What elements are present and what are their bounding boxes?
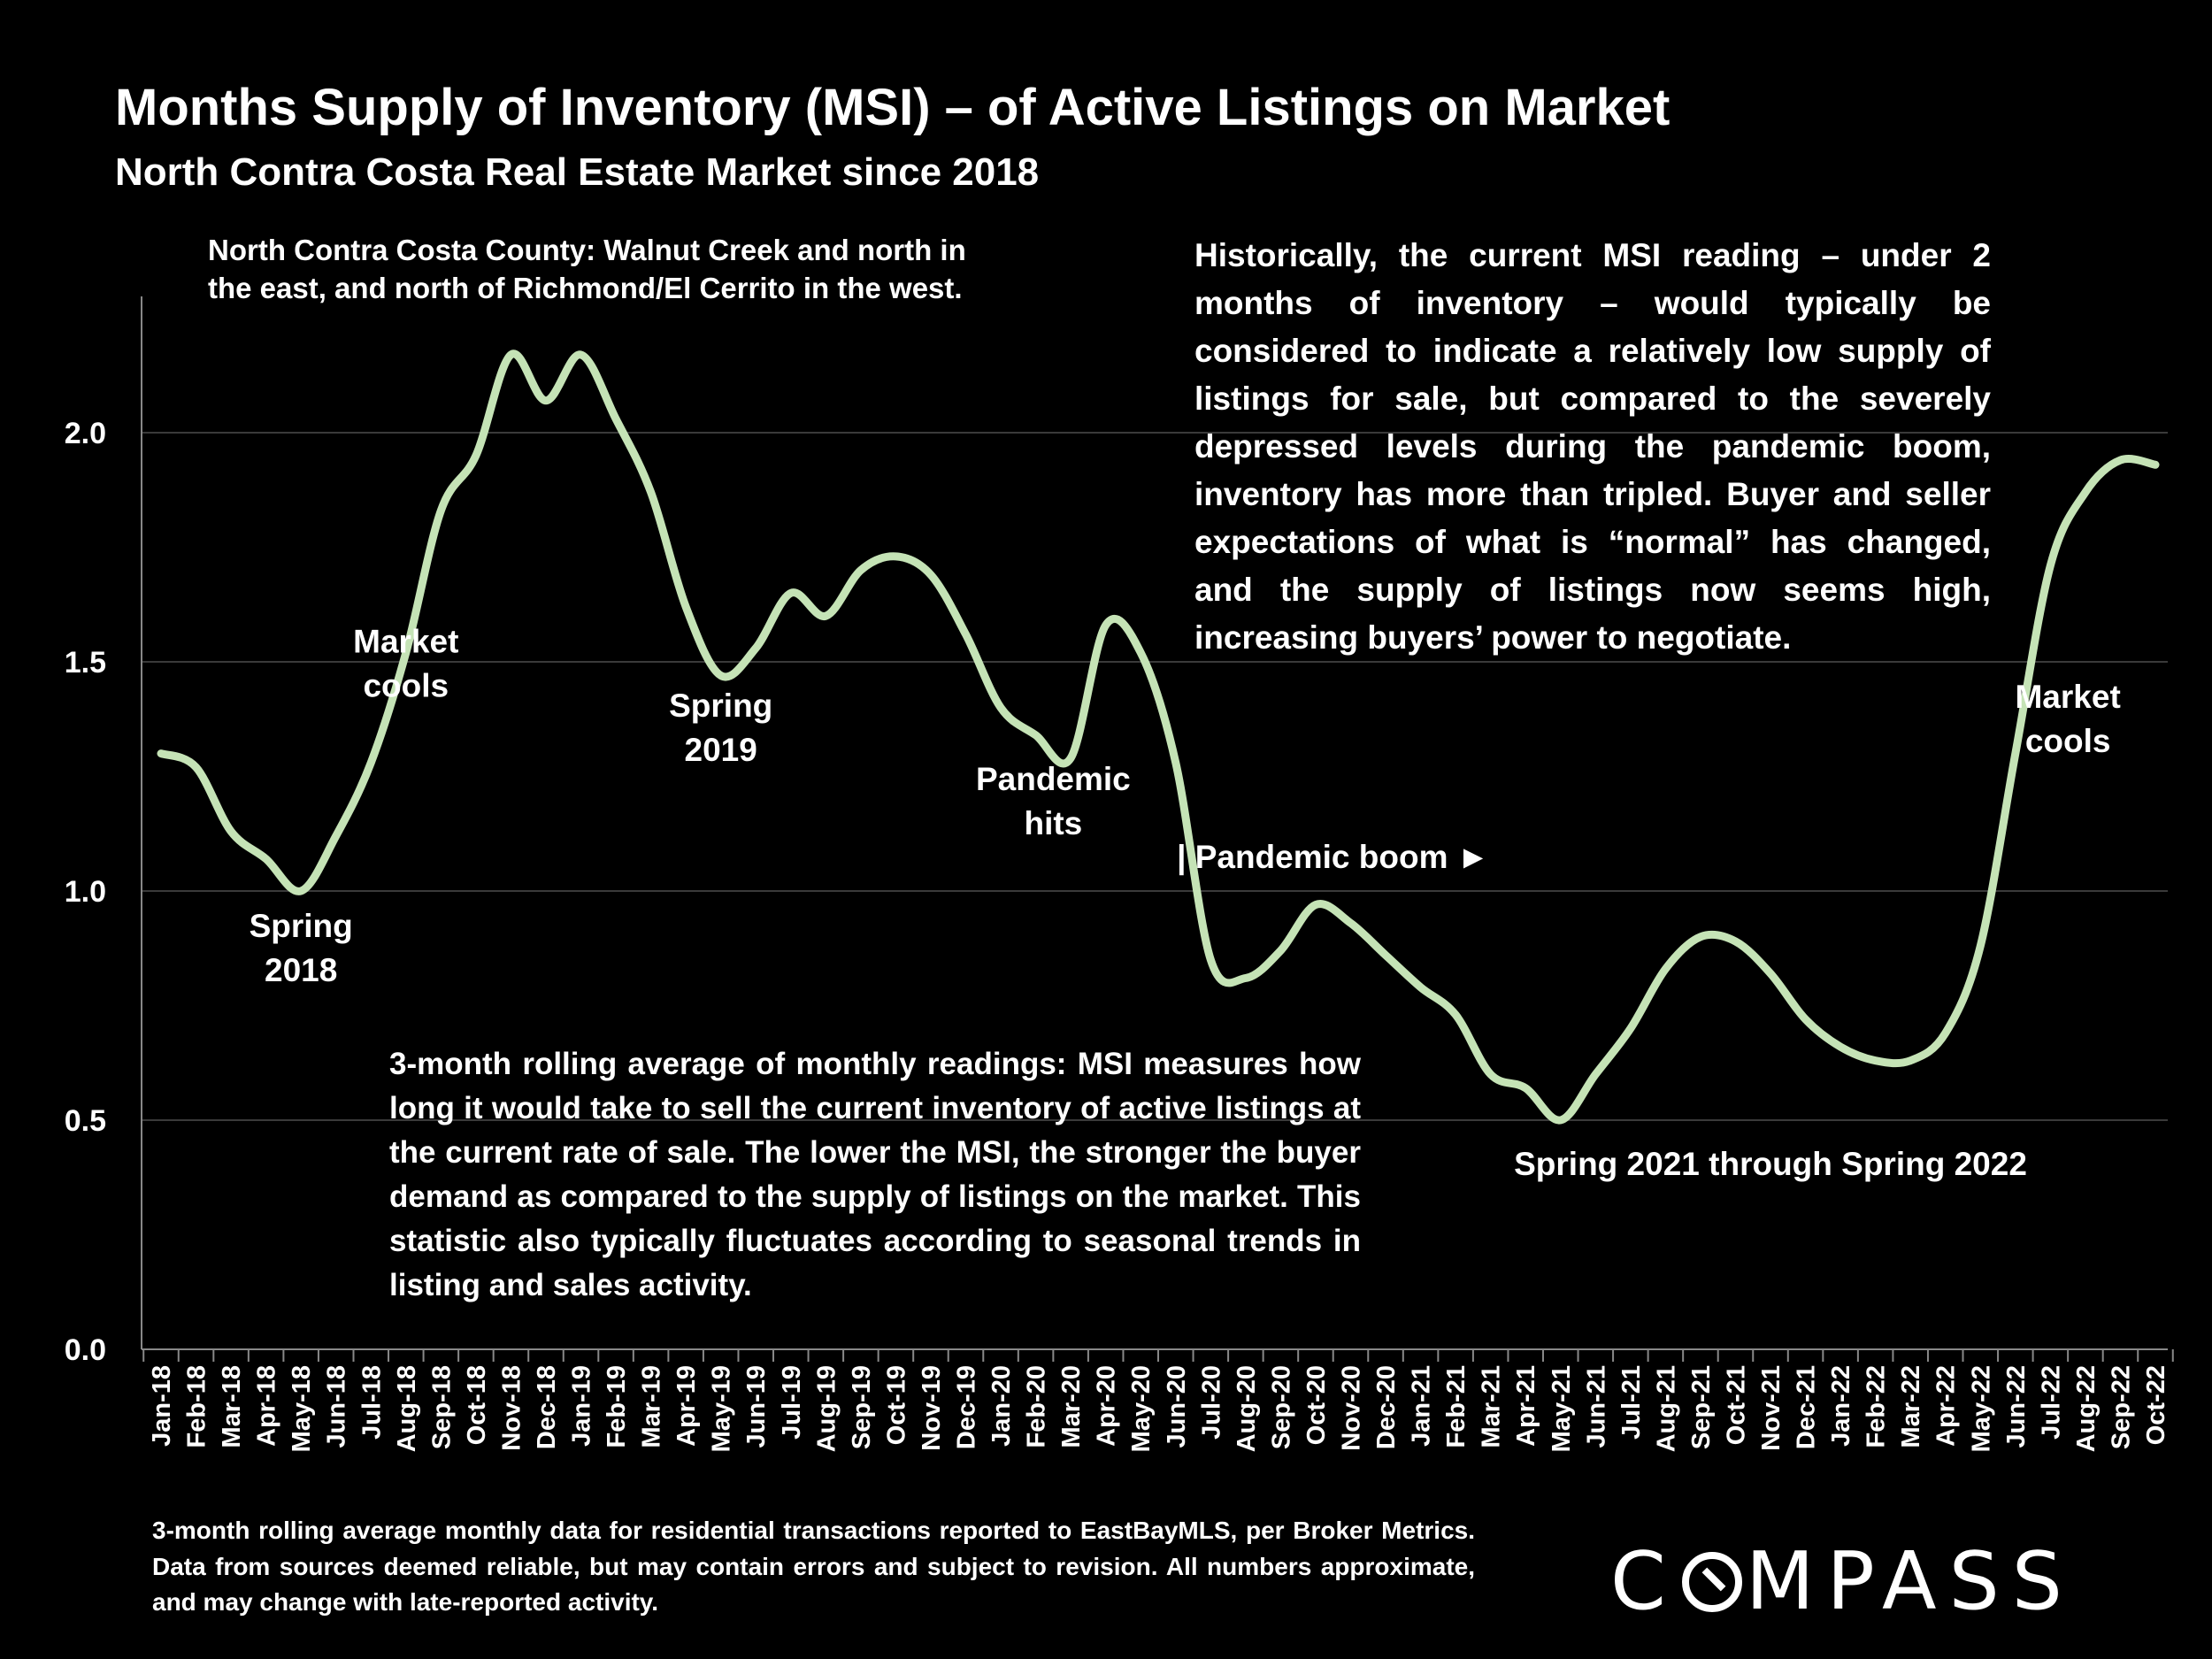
chart-annotation: cools xyxy=(363,668,449,704)
x-tick-label: Sep-20 xyxy=(1267,1365,1295,1449)
x-tick-label: Apr-19 xyxy=(672,1365,701,1447)
x-tick-label: Feb-20 xyxy=(1023,1365,1051,1448)
x-tick-label: Jun-19 xyxy=(742,1365,771,1448)
region-note: North Contra Costa County: Walnut Creek … xyxy=(208,234,966,304)
x-tick-label: Aug-20 xyxy=(1233,1365,1261,1452)
chart-annotation: Market xyxy=(353,624,458,660)
x-tick-label: Oct-22 xyxy=(2142,1365,2170,1445)
chart-annotation: Spring xyxy=(669,687,772,724)
x-tick-label: Oct-21 xyxy=(1722,1365,1750,1445)
chart-annotation: cools xyxy=(2025,723,2111,759)
x-tick-label: Nov-18 xyxy=(497,1365,526,1451)
x-tick-label: Dec-19 xyxy=(953,1365,981,1449)
x-tick-label: Mar-18 xyxy=(218,1365,246,1448)
chart-annotation: Spring xyxy=(250,908,353,944)
x-tick-label: Dec-20 xyxy=(1372,1365,1401,1449)
logo-text-start: C xyxy=(1610,1535,1678,1628)
x-tick-label: Mar-22 xyxy=(1897,1365,1925,1448)
axes xyxy=(141,296,2168,1350)
x-tick-label: Apr-18 xyxy=(253,1365,281,1447)
x-tick-label: Apr-21 xyxy=(1512,1365,1540,1447)
x-tick-label: Jul-20 xyxy=(1197,1365,1225,1440)
x-tick-label: Feb-19 xyxy=(603,1365,631,1448)
chart-annotation: 2019 xyxy=(685,732,757,768)
chart-annotations: Spring 2018 Market cools Spring 2019 Pandemic h… xyxy=(250,624,2121,1183)
chart-title: Months Supply of Inventory (MSI) – of Ac… xyxy=(115,79,1671,136)
y-tick-label: 0.5 xyxy=(65,1104,106,1138)
x-tick-label: Mar-19 xyxy=(638,1365,666,1448)
x-tick-label: Dec-21 xyxy=(1793,1365,1821,1449)
x-tick-label: Sep-21 xyxy=(1687,1365,1716,1449)
compass-logo: C MPASS xyxy=(1610,1535,2075,1628)
x-tick-label: Jan-19 xyxy=(568,1365,596,1447)
grid-lines xyxy=(142,432,2168,1121)
x-tick-label: Jul-18 xyxy=(357,1365,386,1440)
x-tick-label: Feb-18 xyxy=(183,1365,211,1448)
chart-annotation: 2018 xyxy=(265,952,337,988)
x-tick-label: Oct-20 xyxy=(1302,1365,1331,1445)
x-tick-label: Jun-18 xyxy=(323,1365,351,1448)
x-tick-label: May-21 xyxy=(1548,1365,1576,1452)
chart-annotation: | Pandemic boom ► xyxy=(1177,839,1489,876)
x-tick-label: Feb-22 xyxy=(1863,1365,1891,1448)
x-tick-label: Nov-19 xyxy=(918,1365,946,1451)
y-tick-label: 1.0 xyxy=(65,875,106,909)
x-tick-label: Mar-20 xyxy=(1057,1365,1086,1448)
x-tick-label: Jun-21 xyxy=(1582,1365,1610,1448)
x-tick-label: May-19 xyxy=(708,1365,736,1452)
x-tick-label: Jan-22 xyxy=(1827,1365,1855,1447)
source-footnote: 3-month rolling average monthly data for… xyxy=(152,1517,1475,1617)
y-tick-label: 0.0 xyxy=(65,1333,106,1367)
x-tick-label: Oct-18 xyxy=(463,1365,491,1445)
x-tick-label: Oct-19 xyxy=(882,1365,910,1445)
x-tick-label: Jun-22 xyxy=(2002,1365,2031,1448)
y-tick-label: 1.5 xyxy=(65,646,106,680)
x-tick-label: Sep-19 xyxy=(848,1365,876,1449)
x-tick-label: May-18 xyxy=(288,1365,316,1452)
x-tick-label: Jul-22 xyxy=(2037,1365,2065,1440)
x-tick-label: May-22 xyxy=(1967,1365,1995,1452)
x-tick-label: Feb-21 xyxy=(1442,1365,1471,1448)
x-tick-label: Aug-21 xyxy=(1652,1365,1680,1452)
x-tick-label: Jan-21 xyxy=(1408,1365,1436,1447)
x-tick-label: Apr-20 xyxy=(1093,1365,1121,1447)
x-tick-label: Nov-21 xyxy=(1757,1365,1786,1451)
x-tick-label: Sep-18 xyxy=(427,1365,456,1449)
x-tick-label: Jan-20 xyxy=(987,1365,1016,1447)
compass-logo-icon xyxy=(1681,1552,1742,1612)
historical-note: Historically, the current MSI reading – … xyxy=(1194,237,1991,657)
chart-annotation: Market xyxy=(2015,679,2120,715)
x-tick-label: May-20 xyxy=(1127,1365,1156,1452)
x-tick-label: Jun-20 xyxy=(1163,1365,1191,1448)
definition-note: 3-month rolling average of monthly readi… xyxy=(389,1047,1361,1303)
series-line-msi xyxy=(157,349,2160,1125)
x-tick-label: Aug-22 xyxy=(2072,1365,2101,1452)
chart-annotation: hits xyxy=(1024,805,1082,841)
x-tick-label: Sep-22 xyxy=(2107,1365,2135,1449)
x-tick-label: Jul-21 xyxy=(1617,1365,1646,1440)
x-tick-label: Jan-18 xyxy=(148,1365,176,1447)
logo-text-end: MPASS xyxy=(1745,1535,2075,1628)
x-tick-label: Aug-18 xyxy=(393,1365,421,1452)
x-tick-label: Nov-20 xyxy=(1337,1365,1365,1451)
x-tick-labels: Jan-18 Feb-18 Mar-18 Apr-18 May-18 Jun-18 Jul-… xyxy=(142,1349,2174,1452)
x-tick-label: Aug-19 xyxy=(812,1365,841,1452)
x-tick-label: Jul-19 xyxy=(778,1365,806,1440)
x-tick-label: Apr-22 xyxy=(1932,1365,1961,1447)
x-tick-label: Dec-18 xyxy=(533,1365,561,1449)
chart-annotation: Pandemic xyxy=(976,761,1131,797)
chart-annotation: Spring 2021 through Spring 2022 xyxy=(1514,1146,2027,1182)
y-tick-labels: 0.0 0.5 1.0 1.5 2.0 xyxy=(65,417,106,1367)
x-tick-label: Mar-21 xyxy=(1478,1365,1506,1448)
chart-subtitle: North Contra Costa Real Estate Market si… xyxy=(115,150,1040,194)
y-tick-label: 2.0 xyxy=(65,417,106,450)
